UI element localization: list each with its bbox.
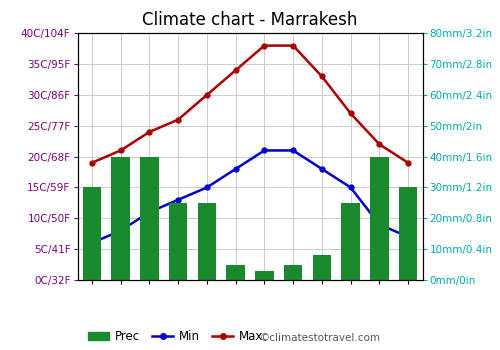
Legend: Prec, Min, Max: Prec, Min, Max	[84, 326, 268, 348]
Bar	[399, 188, 417, 280]
Bar	[82, 188, 101, 280]
Bar	[255, 271, 274, 280]
Bar	[140, 157, 158, 280]
Text: ©climatestotravel.com: ©climatestotravel.com	[260, 333, 381, 343]
Bar	[112, 157, 130, 280]
Bar	[226, 265, 245, 280]
Title: Climate chart - Marrakesh: Climate chart - Marrakesh	[142, 11, 358, 29]
Bar	[284, 265, 302, 280]
Bar	[370, 157, 388, 280]
Bar	[198, 203, 216, 280]
Bar	[342, 203, 360, 280]
Bar	[169, 203, 188, 280]
Bar	[312, 256, 331, 280]
